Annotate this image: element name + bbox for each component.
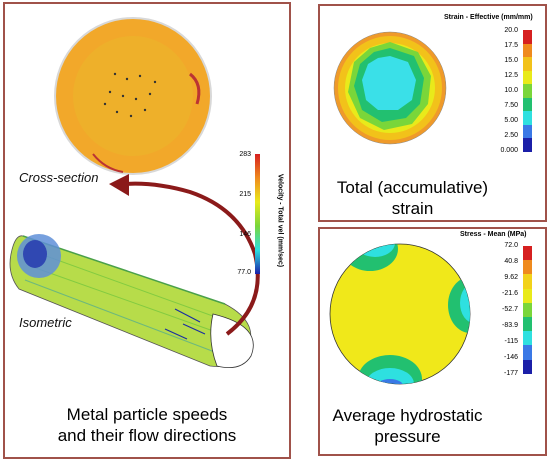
strain-tick: 0.000	[500, 147, 518, 154]
strain-color-bar	[523, 30, 532, 152]
strain-tick: 20.0	[504, 27, 518, 34]
strain-tick: 17.5	[504, 42, 518, 49]
velocity-panel: Cross-section Isometric 283 215 146 77.0…	[3, 2, 291, 459]
velocity-caption-line2: and their flow directions	[57, 426, 237, 445]
strain-tick: 10.0	[504, 87, 518, 94]
strain-caption-line2: strain	[391, 199, 434, 218]
pressure-tick: -115	[504, 338, 519, 345]
strain-figure	[333, 31, 447, 145]
strain-scale-title: Strain - Effective (mm/mm)	[444, 14, 533, 21]
velocity-scale-title: Velocity - Total vel (mm/sec)	[276, 173, 284, 268]
flow-arrow	[124, 181, 260, 336]
velocity-tick: 77.0	[237, 269, 251, 276]
velocity-tick: 215	[239, 191, 251, 198]
strain-panel: Strain - Effective (mm/mm) 20.0 17.5 15.…	[318, 4, 547, 222]
pressure-color-bar	[523, 246, 532, 374]
velocity-color-bar	[255, 154, 260, 274]
pressure-caption-line2: pressure	[374, 427, 441, 446]
pressure-tick: 9.62	[504, 274, 518, 281]
velocity-tick: 146	[239, 231, 251, 238]
velocity-figure	[9, 17, 260, 369]
pressure-panel: Stress - Mean (MPa) 72.0 40.8 9.62 -21.6…	[318, 227, 547, 456]
pressure-tick: 72.0	[504, 242, 518, 249]
strain-caption: Total (accumulative) strain	[320, 177, 505, 219]
velocity-caption-line1: Metal particle speeds	[66, 405, 228, 424]
strain-disc-core	[362, 56, 416, 110]
isometric-label: Isometric	[19, 315, 72, 330]
pressure-scale-title: Stress - Mean (MPa)	[460, 231, 527, 238]
pressure-tick: -52.7	[502, 306, 518, 313]
pressure-tick: 40.8	[504, 258, 518, 265]
strain-tick: 2.50	[504, 132, 518, 139]
isometric-billet	[9, 234, 254, 369]
strain-tick: 12.5	[504, 72, 518, 79]
cross-section-disc	[54, 17, 212, 175]
velocity-caption: Metal particle speeds and their flow dir…	[5, 404, 289, 446]
strain-tick: 7.50	[504, 102, 518, 109]
pressure-tick: -146	[503, 354, 518, 361]
strain-tick: 5.00	[504, 117, 518, 124]
cross-section-label: Cross-section	[19, 170, 99, 185]
cross-section-flow-dots	[103, 72, 157, 118]
strain-tick: 15.0	[504, 57, 518, 64]
pressure-tick: -21.6	[502, 290, 518, 297]
pressure-tick: -177	[503, 370, 518, 377]
velocity-tick: 283	[239, 151, 251, 158]
pressure-caption-line1: Average hydrostatic	[332, 406, 483, 425]
pressure-tick: -83.9	[502, 322, 518, 329]
pressure-figure	[329, 243, 471, 385]
pressure-caption: Average hydrostatic pressure	[320, 405, 495, 447]
strain-caption-line1: Total (accumulative)	[336, 178, 489, 197]
